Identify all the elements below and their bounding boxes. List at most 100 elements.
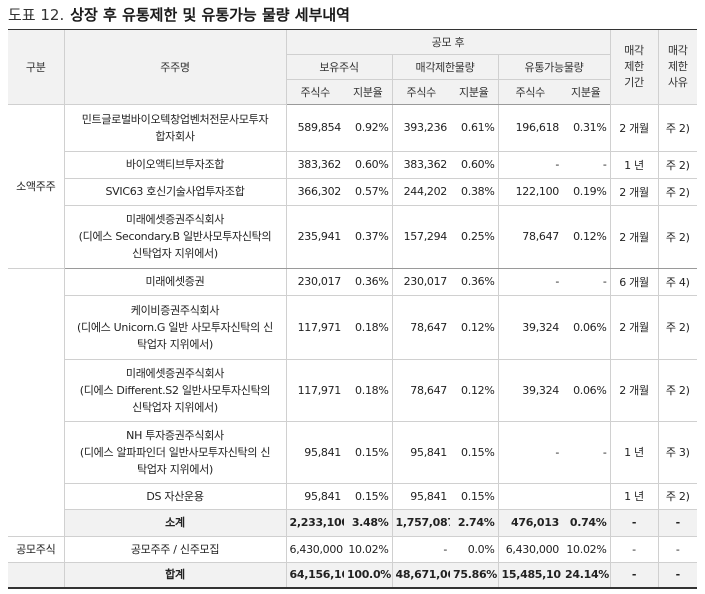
holding-shares: 95,841	[286, 483, 344, 510]
holding-ratio: 0.57%	[344, 178, 393, 206]
figure-label: 도표 12.	[8, 6, 65, 24]
col-group-header: 구분	[8, 30, 64, 105]
table-row: 케이비증권주식회사 (디에스 Unicorn.G 일반 사모투자신탁의 신 탁업자 …	[8, 295, 698, 360]
lockup-period: 2 개월	[610, 178, 659, 206]
table-row: DS 자산운용 95,841 0.15% 95,841 0.15% 1 년 주 …	[8, 483, 698, 510]
holding-ratio: 0.92%	[344, 104, 393, 152]
restricted-ratio: 0.0%	[450, 536, 499, 563]
total-label: 합계	[64, 562, 287, 589]
lockup-reason: -	[658, 536, 698, 563]
holding-shares: 589,854	[286, 104, 344, 152]
restricted-ratio: 2.74%	[450, 509, 499, 537]
tradable-ratio: 0.74%	[562, 509, 611, 537]
figure-title: 상장 후 유통제한 및 유통가능 물량 세부내역	[70, 6, 350, 24]
total-group-empty	[8, 562, 65, 589]
tradable-shares: -	[498, 151, 562, 179]
holder-name: 미래에셋증권주식회사 (디에스 Different.S2 일반사모투자신탁의 신탁업…	[64, 359, 287, 422]
restricted-shares: -	[392, 536, 450, 563]
tradable-shares	[498, 483, 562, 510]
restricted-ratio: 0.38%	[450, 178, 499, 206]
tradable-shares: 6,430,000	[498, 536, 562, 563]
restricted-ratio-header: 지분율	[450, 79, 498, 105]
holding-ratio: 0.60%	[344, 151, 393, 179]
group-empty	[8, 268, 65, 537]
lockup-reason: 주 2)	[658, 483, 698, 510]
lockup-period: -	[610, 509, 659, 537]
tradable-ratio	[562, 483, 611, 510]
holder-name: NH 투자증권주식회사 (디에스 알파파인더 일반사모투자신탁의 신 탁업자 지위에…	[64, 421, 287, 484]
restricted-ratio: 0.15%	[450, 421, 499, 484]
restricted-ratio: 0.36%	[450, 268, 499, 296]
group-minority: 소액주주	[8, 104, 65, 269]
lockup-reason: 주 2)	[658, 205, 698, 269]
holding-shares: 2,233,100	[286, 509, 344, 537]
lockup-reason: 주 2)	[658, 104, 698, 152]
tradable-shares: -	[498, 421, 562, 484]
lockup-period: 2 개월	[610, 359, 659, 422]
tradable-shares: 476,013	[498, 509, 562, 537]
lockup-reason: 주 2)	[658, 359, 698, 422]
holder-name: 케이비증권주식회사 (디에스 Unicorn.G 일반 사모투자신탁의 신 탁업자 …	[64, 295, 287, 360]
restricted-shares: 244,202	[392, 178, 450, 206]
restricted-shares: 383,362	[392, 151, 450, 179]
subtotal-label: 소계	[64, 509, 287, 537]
tradable-ratio: 0.12%	[562, 205, 611, 269]
tradable-shares: 196,618	[498, 104, 562, 152]
tradable-ratio: 0.31%	[562, 104, 611, 152]
tradable-ratio: -	[562, 151, 611, 179]
holding-ratio: 0.18%	[344, 359, 393, 422]
col-lockup-period-header: 매각 제한 기간	[609, 30, 659, 105]
holding-shares: 95,841	[286, 421, 344, 484]
table-row: 미래에셋증권 230,017 0.36% 230,017 0.36% - - 6…	[8, 268, 698, 537]
restricted-shares: 393,236	[392, 104, 450, 152]
holder-name: 미래에셋증권	[64, 268, 287, 296]
holding-ratio: 0.15%	[344, 483, 393, 510]
holding-shares: 117,971	[286, 295, 344, 360]
lockup-table: 구분 주주명 공모 후 매각 제한 기간 매각 제한 사유 보유주식 매각제한물량 유통…	[8, 30, 698, 589]
lockup-reason: 주 2)	[658, 178, 698, 206]
restricted-ratio: 0.15%	[450, 483, 499, 510]
table-row: 미래에셋증권주식회사 (디에스 Different.S2 일반사모투자신탁의 신탁업…	[8, 359, 698, 422]
lockup-reason: 주 2)	[658, 295, 698, 360]
lockup-reason: -	[658, 509, 698, 537]
restricted-shares: 48,671,060	[392, 562, 450, 589]
restricted-shares: 95,841	[392, 421, 450, 484]
lockup-reason: -	[658, 562, 698, 589]
lockup-period: 1 년	[610, 151, 659, 179]
lockup-period: 1 년	[610, 483, 659, 510]
restricted-shares: 95,841	[392, 483, 450, 510]
restricted-shares: 230,017	[392, 268, 450, 296]
tradable-ratio-header: 지분율	[562, 79, 611, 105]
holding-ratio-header: 지분율	[344, 79, 392, 105]
holding-ratio: 3.48%	[344, 509, 393, 537]
tradable-ratio: 0.19%	[562, 178, 611, 206]
holding-ratio: 0.15%	[344, 421, 393, 484]
public-offering-row: 공모주식 공모주주 / 신주모집 6,430,000 10.02% - 0.0%…	[8, 536, 698, 563]
table-row: SVIC63 호신기술사업투자조합 366,302 0.57% 244,202 …	[8, 178, 698, 206]
holder-name: DS 자산운용	[64, 483, 287, 510]
lockup-period: 1 년	[610, 421, 659, 484]
lockup-reason: 주 3)	[658, 421, 698, 484]
restricted-ratio: 75.86%	[450, 562, 499, 589]
lockup-period: -	[610, 562, 659, 589]
tradable-ratio: 0.06%	[562, 295, 611, 360]
tradable-shares: 15,485,101	[498, 562, 562, 589]
subtotal-row: 소계 2,233,100 3.48% 1,757,087 2.74% 476,0…	[8, 509, 698, 537]
tradable-shares: 78,647	[498, 205, 562, 269]
holding-shares-header: 주식수	[285, 79, 344, 105]
holding-shares: 64,156,161	[286, 562, 344, 589]
lockup-reason: 주 2)	[658, 151, 698, 179]
table-row: 소액주주 민트글로벌바이오텍창업벤처전문사모투자 합자회사 589,854 0.9…	[8, 104, 698, 269]
holding-shares: 383,362	[286, 151, 344, 179]
holding-shares: 117,971	[286, 359, 344, 422]
holding-shares: 230,017	[286, 268, 344, 296]
lockup-period: 2 개월	[610, 104, 659, 152]
col-lockup-reason-header: 매각 제한 사유	[657, 30, 698, 105]
lockup-reason: 주 4)	[658, 268, 698, 296]
tradable-shares: 39,324	[498, 295, 562, 360]
tradable-ratio: 24.14%	[562, 562, 611, 589]
table-title: 도표 12. 상장 후 유통제한 및 유통가능 물량 세부내역	[8, 4, 350, 28]
tradable-ratio: 10.02%	[562, 536, 611, 563]
holding-ratio: 100.0%	[344, 562, 393, 589]
restricted-ratio: 0.61%	[450, 104, 499, 152]
